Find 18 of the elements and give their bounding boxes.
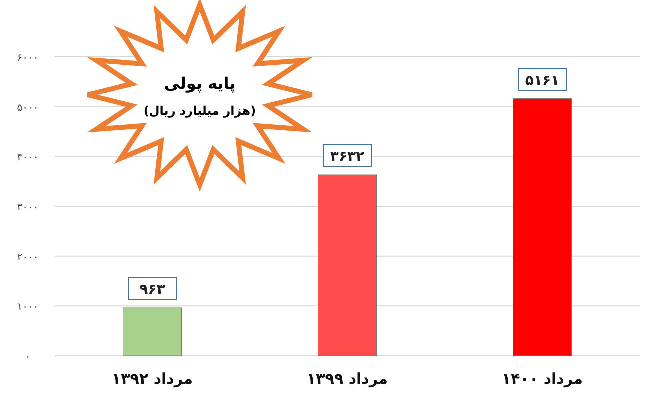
y-tick-label: ۶۰۰۰ bbox=[17, 53, 39, 64]
y-tick-label: ۰ bbox=[25, 352, 31, 363]
bar bbox=[513, 98, 572, 356]
y-tick-label: ۵۰۰۰ bbox=[17, 102, 39, 114]
bar bbox=[318, 174, 377, 356]
data-label: ۵۱۶۱ bbox=[525, 72, 560, 89]
y-tick-label: ۳۰۰۰ bbox=[17, 202, 39, 214]
x-tick-label: مرداد ۱۳۹۲ bbox=[112, 370, 194, 388]
text: (هزار میلیارد ریال) bbox=[144, 104, 256, 118]
bar bbox=[123, 308, 182, 356]
y-tick-label: ۲۰۰۰ bbox=[17, 252, 39, 264]
y-tick-label: ۴۰۰۰ bbox=[17, 152, 39, 164]
y-tick-label: ۱۰۰۰ bbox=[17, 302, 39, 314]
data-label: ۹۶۳ bbox=[140, 282, 166, 298]
x-tick-label: مرداد ۱۳۹۹ bbox=[306, 370, 388, 388]
text: پایه پولی bbox=[164, 74, 236, 93]
x-tick-label: مرداد ۱۴۰۰ bbox=[502, 370, 584, 388]
data-label: ۳۶۳۲ bbox=[330, 149, 366, 166]
